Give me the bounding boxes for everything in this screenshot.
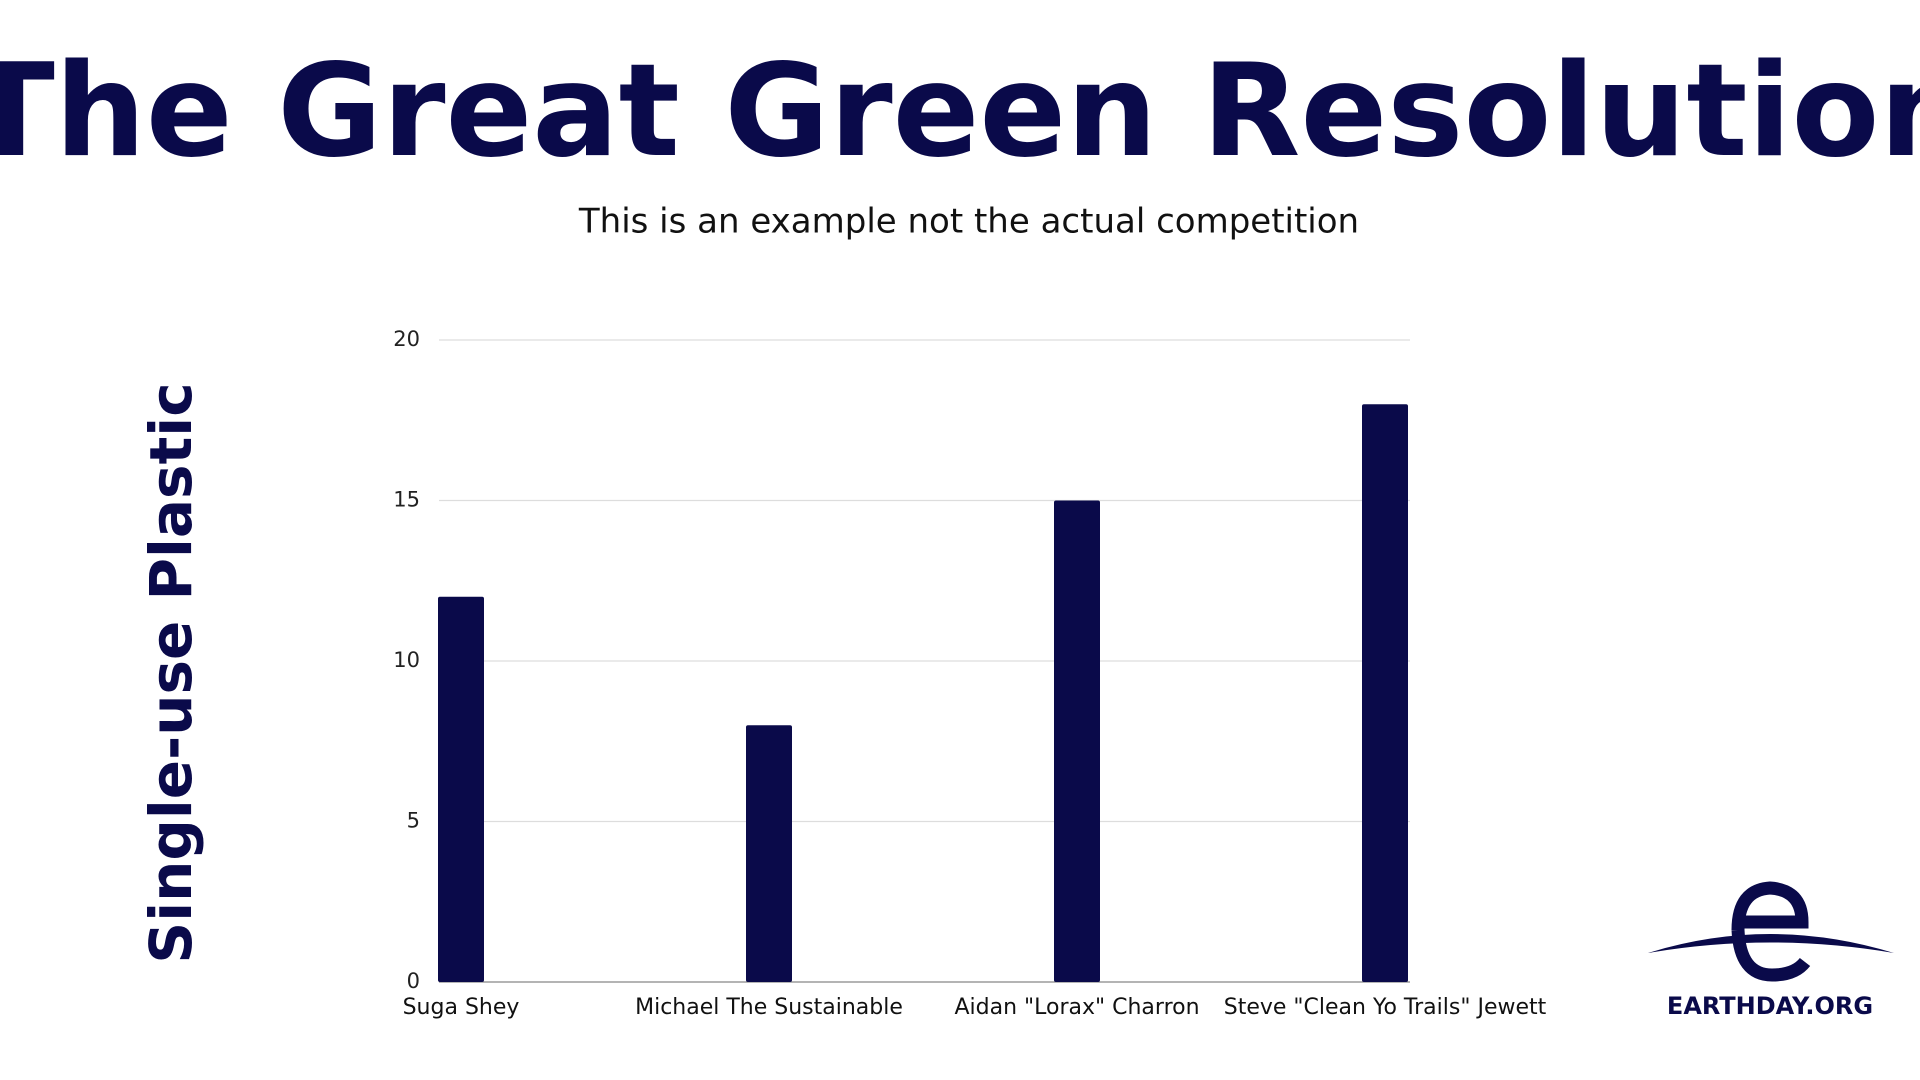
x-tick-label: Michael The Sustainable <box>635 995 903 1020</box>
logo: EARTHDAY.ORG <box>1648 881 1894 1020</box>
x-tick-label: Steve "Clean Yo Trails" Jewett <box>1224 995 1547 1020</box>
x-tick-label: Suga Shey <box>403 995 520 1020</box>
y-axis-label: Single-use Plastic <box>137 382 205 963</box>
logo-e <box>1731 881 1811 982</box>
chart-subtitle: This is an example not the actual compet… <box>578 202 1359 242</box>
y-tick-label: 5 <box>407 809 420 833</box>
bar <box>1362 404 1408 982</box>
bar <box>438 596 484 982</box>
logo-text: EARTHDAY.ORG <box>1667 992 1873 1020</box>
x-tick-label: Aidan "Lorax" Charron <box>954 995 1199 1020</box>
y-tick-label: 20 <box>393 327 420 351</box>
chart-title: The Great Green Resolution <box>0 37 1920 186</box>
y-tick-label: 10 <box>393 648 420 672</box>
y-tick-label: 15 <box>393 488 420 512</box>
bar <box>746 725 792 982</box>
y-tick-label: 0 <box>407 969 420 993</box>
bar <box>1054 500 1100 982</box>
logo-arc <box>1648 934 1894 953</box>
